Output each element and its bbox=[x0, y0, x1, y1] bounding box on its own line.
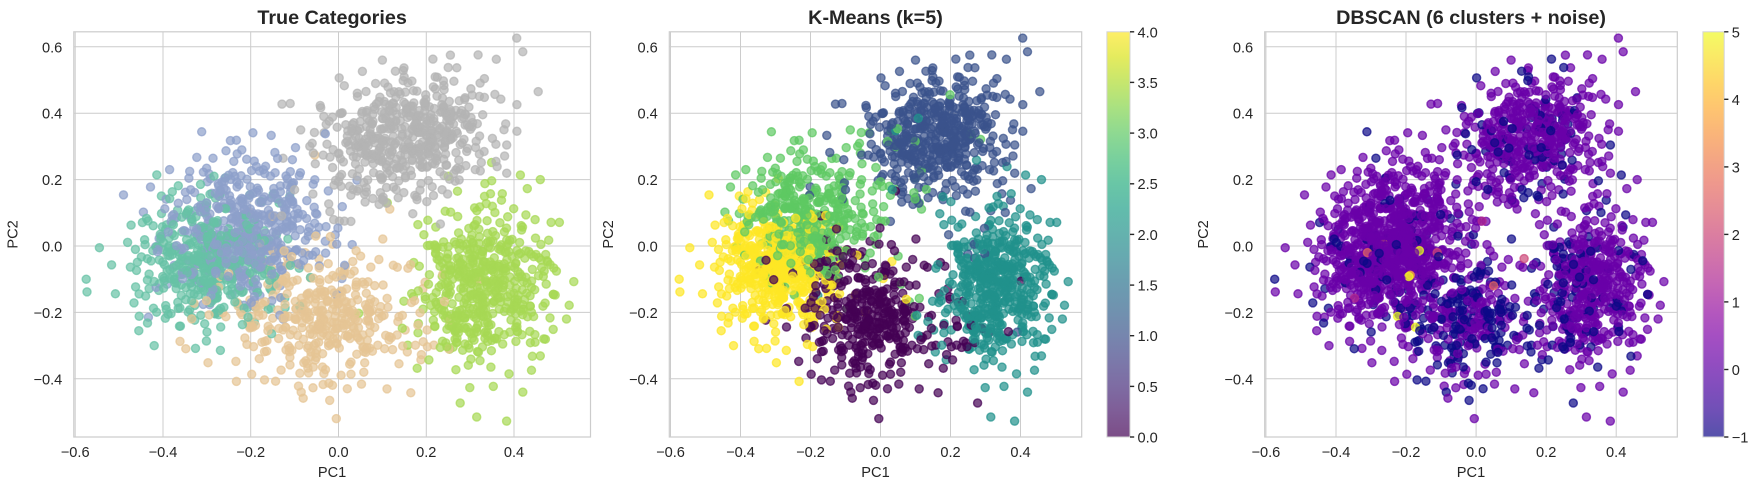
svg-text:−0.4: −0.4 bbox=[629, 372, 658, 388]
svg-text:PC1: PC1 bbox=[318, 465, 346, 481]
svg-text:−0.4: −0.4 bbox=[149, 445, 178, 461]
svg-text:0: 0 bbox=[1732, 363, 1740, 379]
svg-text:0.4: 0.4 bbox=[1233, 107, 1253, 123]
svg-text:2: 2 bbox=[1732, 228, 1740, 244]
svg-text:−0.4: −0.4 bbox=[33, 372, 62, 388]
svg-text:0.0: 0.0 bbox=[328, 445, 348, 461]
svg-text:PC2: PC2 bbox=[5, 220, 21, 248]
svg-text:2.5: 2.5 bbox=[1138, 177, 1158, 193]
svg-text:−0.6: −0.6 bbox=[1251, 445, 1280, 461]
svg-text:PC1: PC1 bbox=[861, 465, 889, 481]
svg-text:PC2: PC2 bbox=[601, 220, 617, 248]
svg-text:−1: −1 bbox=[1732, 431, 1749, 447]
svg-text:1: 1 bbox=[1732, 295, 1740, 311]
svg-text:3.0: 3.0 bbox=[1138, 127, 1158, 143]
svg-text:−0.4: −0.4 bbox=[1224, 372, 1253, 388]
svg-text:4: 4 bbox=[1732, 93, 1740, 109]
svg-text:−0.2: −0.2 bbox=[236, 445, 265, 461]
svg-text:0.2: 0.2 bbox=[42, 173, 62, 189]
svg-text:True Categories: True Categories bbox=[257, 7, 407, 29]
svg-text:0.2: 0.2 bbox=[638, 173, 658, 189]
svg-text:−0.4: −0.4 bbox=[726, 445, 755, 461]
svg-text:2.0: 2.0 bbox=[1138, 228, 1158, 244]
svg-text:−0.2: −0.2 bbox=[1392, 445, 1421, 461]
svg-text:0.0: 0.0 bbox=[638, 240, 658, 256]
svg-text:0.4: 0.4 bbox=[638, 107, 658, 123]
svg-text:DBSCAN (6 clusters + noise): DBSCAN (6 clusters + noise) bbox=[1336, 7, 1606, 29]
svg-text:0.0: 0.0 bbox=[870, 445, 890, 461]
svg-text:0.4: 0.4 bbox=[504, 445, 524, 461]
svg-text:−0.2: −0.2 bbox=[1224, 306, 1253, 322]
svg-text:−0.2: −0.2 bbox=[796, 445, 825, 461]
svg-text:−0.2: −0.2 bbox=[629, 306, 658, 322]
svg-text:−0.2: −0.2 bbox=[33, 306, 62, 322]
svg-text:0.2: 0.2 bbox=[940, 445, 960, 461]
svg-text:K-Means (k=5): K-Means (k=5) bbox=[808, 7, 943, 29]
svg-text:1.0: 1.0 bbox=[1138, 329, 1158, 345]
svg-text:0.0: 0.0 bbox=[42, 240, 62, 256]
svg-text:0.4: 0.4 bbox=[42, 107, 62, 123]
svg-text:−0.6: −0.6 bbox=[61, 445, 90, 461]
svg-text:PC1: PC1 bbox=[1457, 465, 1485, 481]
svg-text:−0.6: −0.6 bbox=[656, 445, 685, 461]
svg-text:0.2: 0.2 bbox=[1233, 173, 1253, 189]
svg-text:PC2: PC2 bbox=[1196, 220, 1212, 248]
svg-text:3: 3 bbox=[1732, 160, 1740, 176]
svg-text:5: 5 bbox=[1732, 25, 1740, 41]
svg-text:0.0: 0.0 bbox=[1233, 240, 1253, 256]
svg-text:3.5: 3.5 bbox=[1138, 76, 1158, 92]
svg-text:0.6: 0.6 bbox=[1233, 40, 1253, 56]
svg-text:−0.4: −0.4 bbox=[1322, 445, 1351, 461]
svg-text:0.6: 0.6 bbox=[42, 40, 62, 56]
svg-text:0.4: 0.4 bbox=[1010, 445, 1030, 461]
svg-text:1.5: 1.5 bbox=[1138, 279, 1158, 295]
svg-text:0.5: 0.5 bbox=[1138, 380, 1158, 396]
svg-text:0.2: 0.2 bbox=[1536, 445, 1556, 461]
svg-text:0.0: 0.0 bbox=[1138, 431, 1158, 447]
svg-text:0.0: 0.0 bbox=[1466, 445, 1486, 461]
svg-text:0.6: 0.6 bbox=[638, 40, 658, 56]
svg-text:0.4: 0.4 bbox=[1606, 445, 1626, 461]
svg-text:0.2: 0.2 bbox=[416, 445, 436, 461]
svg-text:4.0: 4.0 bbox=[1138, 25, 1158, 41]
